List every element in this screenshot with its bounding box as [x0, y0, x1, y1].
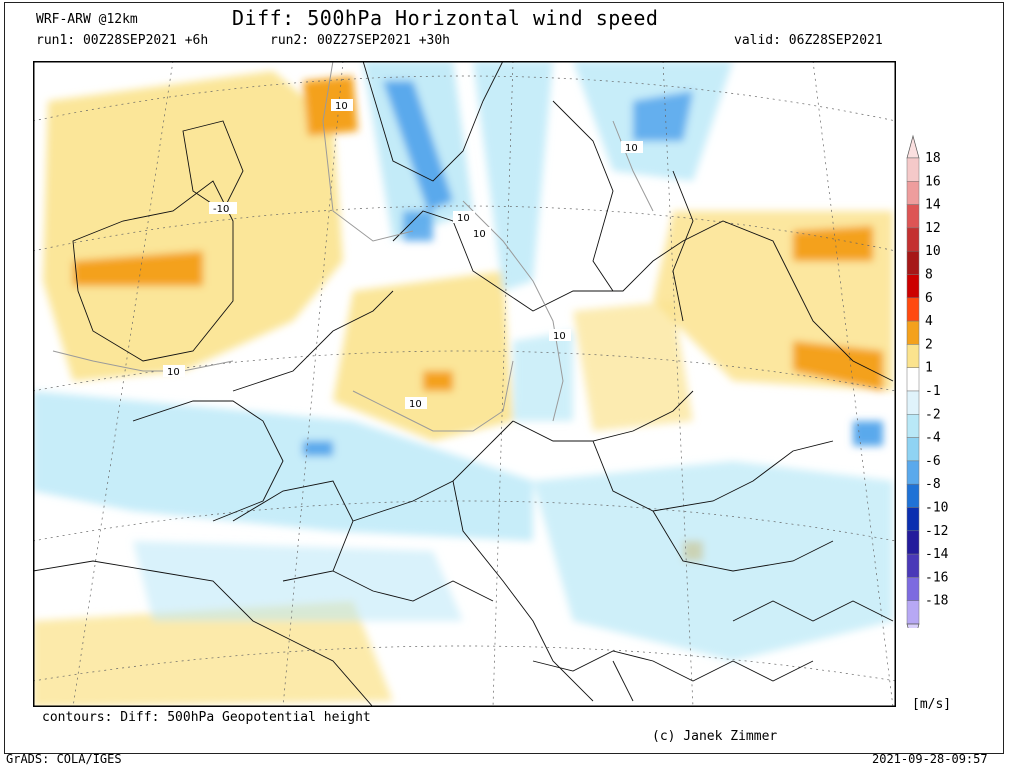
legend-tick-label: -4 — [925, 431, 941, 446]
legend-tick-label: -16 — [925, 570, 948, 585]
svg-text:10: 10 — [473, 229, 486, 240]
legend-swatch — [906, 553, 920, 578]
svg-text:10: 10 — [457, 213, 470, 224]
run1-label: run1: 00Z28SEP2021 +6h — [36, 33, 209, 48]
legend-tick-label: 2 — [925, 337, 933, 352]
contour-label: 10 — [453, 211, 475, 224]
legend-swatch — [906, 414, 920, 438]
timestamp-label: 2021-09-28-09:57 — [872, 752, 988, 766]
svg-text:10: 10 — [625, 143, 638, 154]
coastlines-and-borders — [33, 61, 894, 707]
contour-labels: 10 10 10 10 -10 10 10 10 — [163, 99, 643, 410]
legend-swatch — [906, 483, 920, 508]
grads-label: GrADS: COLA/IGES — [6, 752, 122, 766]
legend-swatch — [906, 600, 920, 625]
legend-upper-arrow — [906, 134, 920, 159]
contour-label: 10 — [469, 227, 491, 240]
legend-swatch — [906, 530, 920, 555]
legend-tick-label: 16 — [925, 174, 941, 189]
legend-tick-label: -6 — [925, 454, 941, 469]
figure-frame — [4, 2, 1004, 754]
model-label: WRF-ARW @12km — [36, 12, 138, 27]
contour-label: 10 — [405, 397, 427, 410]
graticule — [33, 61, 896, 707]
legend-swatch — [906, 437, 920, 462]
contour-label: -10 — [209, 202, 237, 215]
legend-tick-label: -10 — [925, 501, 948, 516]
legend-tick-label: 10 — [925, 244, 941, 259]
figure-title: Diff: 500hPa Horizontal wind speed — [232, 6, 659, 30]
legend-swatch — [906, 344, 920, 368]
run2-label: run2: 00Z27SEP2021 +30h — [270, 33, 451, 48]
contour-label: 10 — [621, 141, 643, 154]
contours-note: contours: Diff: 500hPa Geopotential heig… — [42, 710, 371, 725]
map-border — [33, 61, 896, 707]
legend-unit: [m/s] — [912, 697, 952, 712]
contour-label: 10 — [163, 365, 185, 378]
legend-tick-label: -2 — [925, 407, 941, 422]
legend-swatch — [906, 157, 920, 182]
legend-tick-label: 18 — [925, 151, 941, 166]
legend-tick-label: 8 — [925, 268, 933, 283]
valid-time-label: valid: 06Z28SEP2021 — [734, 33, 883, 48]
legend-swatch — [906, 250, 920, 275]
legend-swatch — [906, 460, 920, 485]
legend-swatch — [906, 274, 920, 299]
legend-tick-label: 6 — [925, 291, 933, 306]
legend-tick-label: 1 — [925, 361, 933, 376]
contour-label: 10 — [331, 99, 353, 112]
svg-text:10: 10 — [167, 367, 180, 378]
contour-label: 10 — [549, 329, 571, 342]
legend-tick-label: 14 — [925, 198, 941, 213]
geopotential-contours — [52, 61, 654, 432]
legend-swatch — [906, 227, 920, 252]
svg-text:10: 10 — [553, 331, 566, 342]
legend-swatch — [906, 297, 920, 322]
svg-text:10: 10 — [409, 399, 422, 410]
legend-swatch — [906, 320, 920, 345]
legend-lower-arrow — [906, 623, 920, 628]
legend-swatch — [906, 367, 920, 392]
legend-swatch — [906, 577, 920, 601]
legend-swatch — [906, 507, 920, 532]
copyright-label: (c) Janek Zimmer — [652, 729, 778, 744]
legend-swatch — [906, 390, 920, 415]
wind-speed-difference-map: 10 10 10 10 -10 10 10 10 — [33, 61, 896, 707]
legend-tick-label: -12 — [925, 524, 948, 539]
legend-tick-label: -1 — [925, 384, 941, 399]
legend-swatch — [906, 204, 920, 229]
shaded-field — [33, 61, 893, 707]
svg-text:-10: -10 — [213, 204, 229, 215]
legend-tick-label: 4 — [925, 314, 933, 329]
legend-tick-label: -14 — [925, 547, 949, 562]
svg-text:10: 10 — [335, 101, 348, 112]
color-legend: 18 16 14 12 10 8 6 4 2 1 -1 -2 -4 -6 -8 -10 -12 -14 -16 -18 — [906, 134, 949, 628]
legend-tick-label: -18 — [925, 594, 948, 609]
legend-tick-label: 12 — [925, 221, 941, 236]
legend-tick-label: -8 — [925, 477, 941, 492]
legend-swatch — [906, 181, 920, 205]
